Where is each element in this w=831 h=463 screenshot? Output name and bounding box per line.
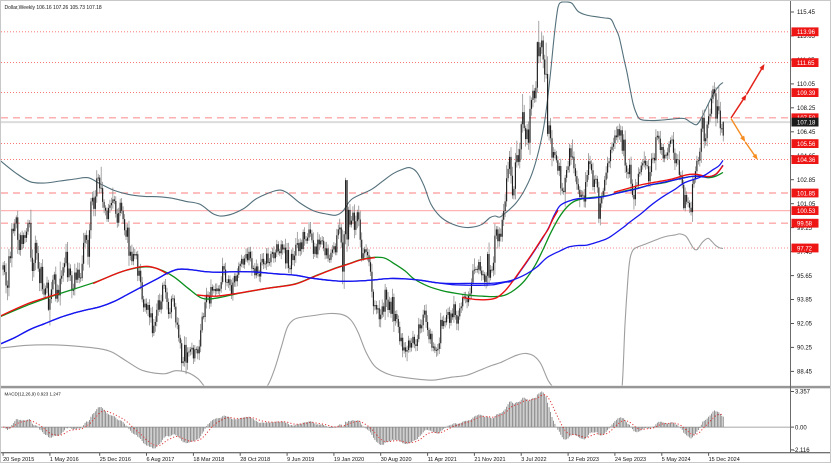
- svg-text:115.45: 115.45: [797, 10, 816, 16]
- svg-text:11 Apr 2021: 11 Apr 2021: [428, 457, 457, 463]
- svg-text:111.65: 111.65: [797, 61, 815, 67]
- svg-text:18 Mar 2018: 18 Mar 2018: [193, 457, 224, 463]
- svg-text:1 May 2016: 1 May 2016: [50, 457, 79, 463]
- svg-text:104.36: 104.36: [797, 158, 816, 164]
- svg-text:88.45: 88.45: [797, 370, 813, 376]
- svg-text:95.65: 95.65: [797, 274, 813, 280]
- svg-text:101.05: 101.05: [797, 202, 816, 208]
- svg-text:3.357: 3.357: [795, 390, 811, 396]
- svg-text:97.45: 97.45: [797, 250, 813, 256]
- svg-text:25 Dec 2016: 25 Dec 2016: [100, 457, 131, 463]
- svg-text:15 Dec 2024: 15 Dec 2024: [709, 457, 740, 463]
- svg-text:97.72: 97.72: [797, 246, 813, 252]
- svg-text:3 Jul 2022: 3 Jul 2022: [521, 457, 546, 463]
- svg-text:113.65: 113.65: [797, 34, 816, 40]
- svg-text:5 May 2024: 5 May 2024: [662, 457, 691, 463]
- svg-text:0.00: 0.00: [795, 425, 807, 431]
- svg-text:107.18: 107.18: [797, 120, 816, 126]
- svg-text:113.96: 113.96: [797, 30, 816, 36]
- svg-text:9 Jun 2019: 9 Jun 2019: [287, 457, 314, 463]
- svg-text:30 Aug 2020: 30 Aug 2020: [381, 457, 412, 463]
- svg-text:105.56: 105.56: [797, 142, 816, 148]
- svg-text:110.05: 110.05: [797, 82, 816, 88]
- svg-text:106.45: 106.45: [797, 130, 816, 136]
- svg-text:MACD(12,26,9) 0.923 1.247: MACD(12,26,9) 0.923 1.247: [5, 392, 62, 397]
- svg-text:21 Nov 2021: 21 Nov 2021: [474, 457, 505, 463]
- svg-text:100.53: 100.53: [797, 209, 816, 215]
- svg-text:12 Feb 2023: 12 Feb 2023: [568, 457, 599, 463]
- svg-text:99.58: 99.58: [797, 222, 813, 228]
- svg-text:24 Sep 2023: 24 Sep 2023: [615, 457, 646, 463]
- svg-text:109.39: 109.39: [797, 91, 816, 97]
- svg-text:20 Sep 2015: 20 Sep 2015: [3, 457, 34, 463]
- svg-text:101.85: 101.85: [797, 191, 816, 197]
- svg-text:92.05: 92.05: [797, 322, 813, 328]
- svg-text:19 Jan 2020: 19 Jan 2020: [334, 457, 364, 463]
- svg-text:90.25: 90.25: [797, 346, 813, 352]
- svg-text:99.25: 99.25: [797, 226, 813, 232]
- svg-text:102.85: 102.85: [797, 178, 816, 184]
- svg-text:28 Oct 2018: 28 Oct 2018: [240, 457, 270, 463]
- svg-text:93.85: 93.85: [797, 298, 813, 304]
- svg-text:6 Aug 2017: 6 Aug 2017: [147, 457, 175, 463]
- svg-text:108.25: 108.25: [797, 106, 816, 112]
- svg-text:-2.116: -2.116: [793, 448, 810, 454]
- svg-text:Dollar,Weekly 106.16 107.26 1: Dollar,Weekly 106.16 107.26 105.73 107.1…: [5, 5, 102, 11]
